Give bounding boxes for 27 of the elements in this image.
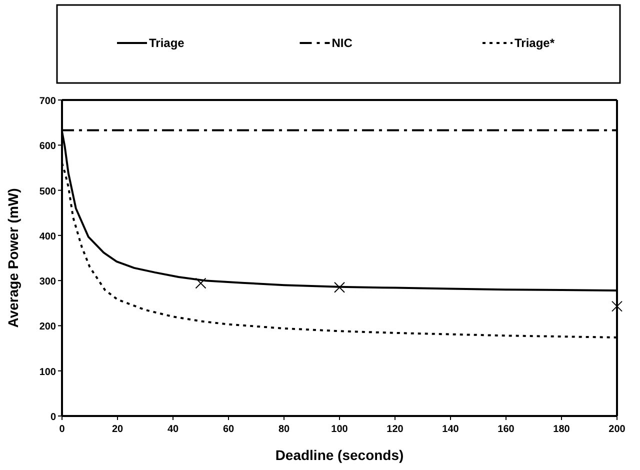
x-tick-label: 0	[59, 424, 66, 435]
legend-label: NIC	[332, 36, 353, 50]
x-tick-label: 120	[386, 424, 404, 435]
y-tick-label: 0	[50, 412, 56, 423]
y-tick-label: 500	[39, 186, 56, 198]
y-tick-label: 600	[39, 141, 56, 152]
point	[334, 282, 345, 293]
x-tick-label: 100	[331, 424, 348, 435]
y-tick-label: 300	[39, 276, 56, 288]
x-tick-label: 60	[222, 424, 234, 435]
point	[612, 300, 622, 312]
x-tick-label: 40	[167, 424, 179, 435]
legend-label: Triage*	[514, 36, 555, 50]
y-tick-label: 700	[39, 96, 56, 107]
x-tick-label: 20	[112, 424, 124, 435]
x-tick-label: 180	[553, 424, 570, 435]
y-tick-label: 100	[39, 366, 56, 378]
x-tick-label: 200	[608, 424, 626, 435]
point	[195, 278, 206, 289]
x-axis-title: Deadline (seconds)	[275, 447, 404, 463]
y-tick-label: 200	[39, 322, 56, 333]
x-tick-label: 140	[442, 424, 460, 435]
y-axis-title: Average Power (mW)	[5, 188, 21, 328]
y-tick-label: 400	[39, 231, 56, 242]
legend-label: Triage	[149, 36, 185, 50]
x-tick-label: 80	[278, 424, 290, 435]
x-tick-label: 160	[498, 424, 515, 435]
